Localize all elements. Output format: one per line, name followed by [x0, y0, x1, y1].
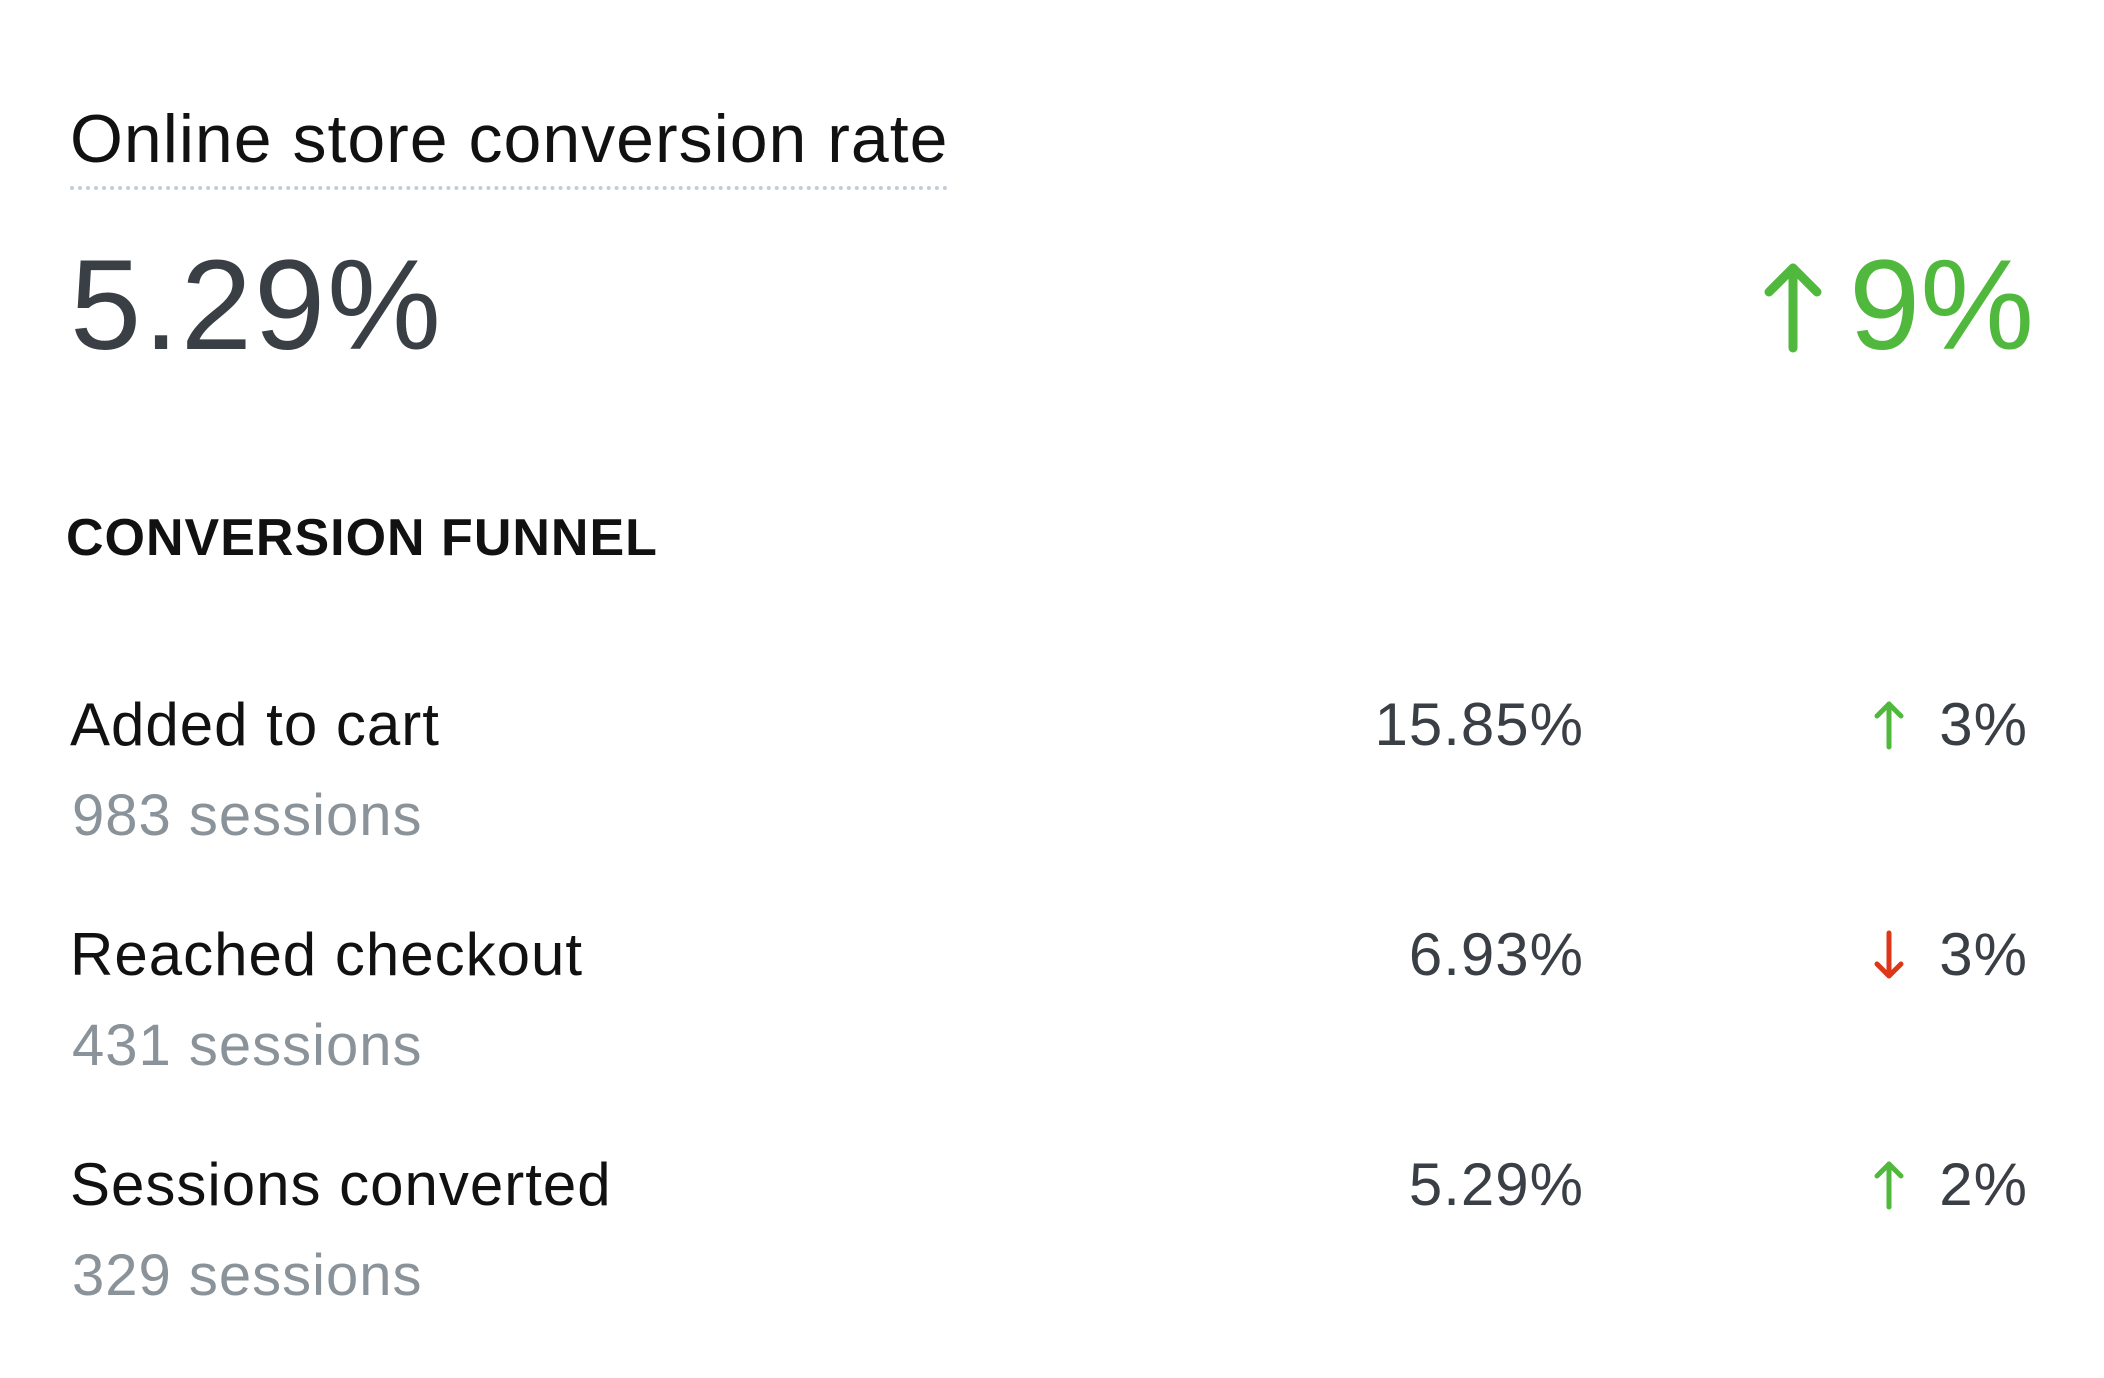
funnel-step-rate: 15.85% — [1374, 691, 1584, 758]
funnel-step-label: Sessions converted — [70, 1151, 612, 1218]
funnel-row: Sessions converted 329 sessions 5.29% 2% — [0, 1150, 2104, 1370]
funnel-step-change-value: 3% — [1939, 921, 2028, 988]
arrow-up-icon — [1874, 1161, 1904, 1209]
funnel-row: Added to cart 983 sessions 15.85% 3% — [0, 690, 2104, 910]
funnel-step-change-value: 2% — [1939, 1151, 2028, 1218]
section-heading: CONVERSION FUNNEL — [66, 509, 658, 567]
funnel-step-sessions: 431 sessions — [72, 1013, 423, 1078]
funnel-step-change: 2% — [1873, 1150, 2028, 1219]
funnel-step-change-value: 3% — [1939, 691, 2028, 758]
funnel-step-rate: 6.93% — [1408, 921, 1584, 988]
arrow-up-icon — [1874, 701, 1904, 749]
metric-change: 9% — [1761, 242, 2034, 370]
funnel-step-change: 3% — [1873, 920, 2028, 989]
metric-value: 5.29% — [70, 234, 443, 377]
funnel-step-sessions: 329 sessions — [72, 1243, 423, 1308]
funnel-step-change: 3% — [1873, 690, 2028, 759]
funnel-step-label: Added to cart — [70, 691, 440, 758]
arrow-up-icon — [1764, 263, 1822, 353]
arrow-down-icon — [1874, 930, 1904, 978]
metric-change-value: 9% — [1849, 234, 2034, 377]
funnel-row: Reached checkout 431 sessions 6.93% 3% — [0, 920, 2104, 1140]
metric-title[interactable]: Online store conversion rate — [70, 100, 949, 190]
funnel-step-label: Reached checkout — [70, 921, 583, 988]
funnel-step-sessions: 983 sessions — [72, 783, 423, 848]
funnel-step-rate: 5.29% — [1408, 1151, 1584, 1218]
